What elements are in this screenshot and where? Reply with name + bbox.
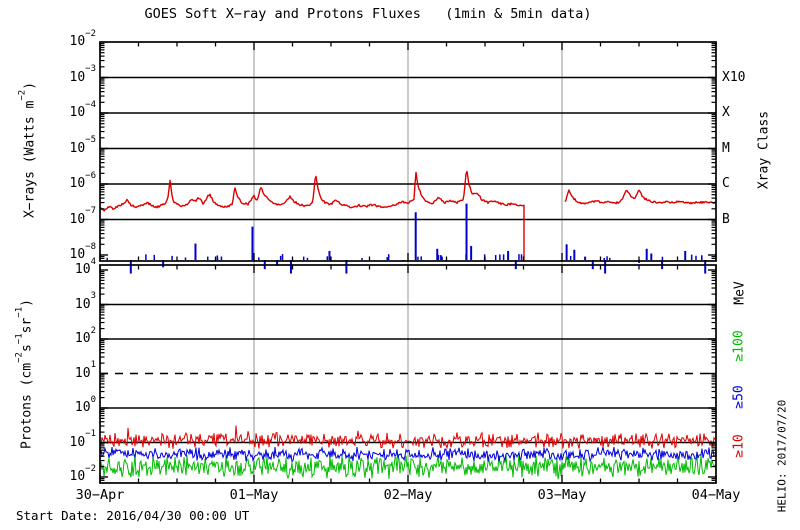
energy-label-ge50: ≥50 [731, 385, 747, 409]
xray-class-label-c: C [722, 176, 730, 191]
xray-tick-label: 10−6 [69, 170, 97, 191]
proton-tick-label: 102 [74, 325, 96, 346]
date-label: 01−May [229, 487, 279, 503]
proton-tick-label: 103 [74, 291, 96, 312]
xray-class-label-x: X [722, 105, 730, 120]
energy-label-ge100: ≥100 [731, 330, 747, 362]
mev-axis-title: MeV [732, 281, 748, 305]
xray-class-label-b: B [722, 211, 730, 227]
xray-tick-label: 10−5 [69, 135, 97, 156]
date-label: 02−May [383, 487, 433, 503]
date-label: 03−May [537, 487, 587, 503]
xray-red-series [99, 170, 525, 260]
energy-label-ge10: ≥10 [731, 434, 747, 458]
xray-tick-label: 10−7 [69, 206, 97, 227]
date-label: 30−Apr [75, 487, 125, 503]
xray-tick-label: 10−8 [69, 241, 97, 262]
xray-tick-label: 10−2 [69, 28, 97, 49]
proton-tick-label: 100 [74, 394, 96, 415]
proton-series-100mev [99, 453, 717, 480]
proton-series-10mev [99, 425, 717, 450]
proton-tick-label: 10−1 [69, 429, 97, 450]
xray-tick-label: 10−3 [69, 64, 97, 85]
proton-tick-label: 10−2 [69, 463, 97, 484]
xray-red-series [564, 189, 717, 205]
start-date-note: Start Date: 2016/04/30 00:00 UT [16, 508, 250, 523]
proton-series-50mev [99, 446, 717, 463]
date-label: 04−May [691, 487, 741, 503]
xray-class-label-m: M [722, 140, 730, 156]
chart-title: GOES Soft X−ray and Protons Fluxes (1min… [144, 6, 592, 22]
proton-tick-label: 104 [74, 256, 96, 277]
xray-tick-label: 10−4 [69, 99, 97, 120]
proton-tick-label: 101 [74, 360, 96, 381]
xray-class-axis-title: Xray Class [756, 110, 772, 190]
xray-class-label-x10: X10 [722, 69, 746, 85]
